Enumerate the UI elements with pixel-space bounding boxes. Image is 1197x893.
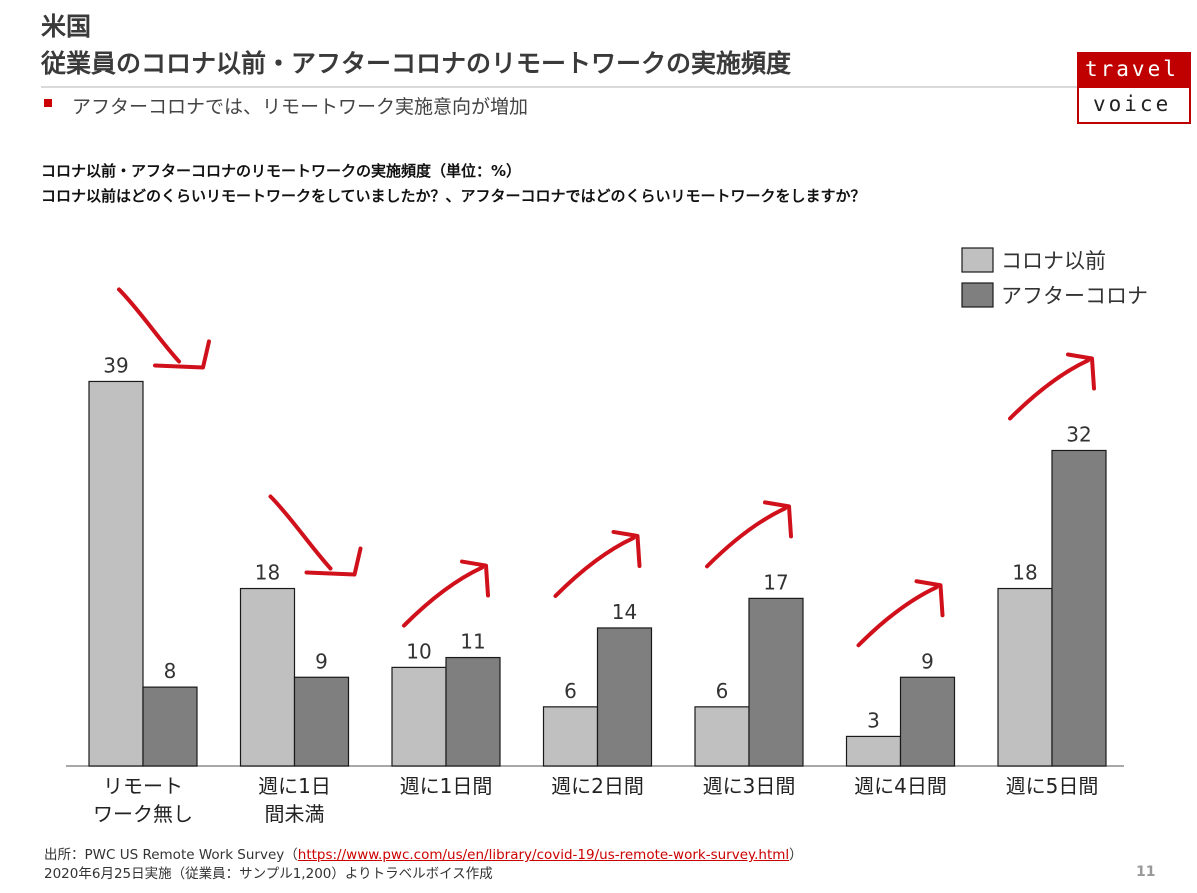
chart-title: コロナ以前・アフターコロナのリモートワークの実施頻度（単位：%） <box>41 162 522 180</box>
bar-after-0 <box>142 686 198 767</box>
data-label-before-1: 18 <box>255 561 280 585</box>
source-note: 2020年6月25日実施（従業員：サンプル1,200）よりトラベルボイス作成 <box>44 866 493 882</box>
bar-before-3 <box>542 706 599 767</box>
bar-after-4 <box>748 597 804 767</box>
trend-arrow-4 <box>705 506 787 569</box>
x-tick-label-6-0: 週に5日間 <box>1006 774 1099 798</box>
x-tick-label-5-0: 週に4日間 <box>854 774 947 798</box>
page-title: 従業員のコロナ以前・アフターコロナのリモートワークの実施頻度 <box>41 49 792 78</box>
data-label-before-5: 3 <box>867 708 880 732</box>
data-label-after-3: 14 <box>612 600 637 624</box>
data-label-before-4: 6 <box>716 679 729 703</box>
source-prefix: 出所：PWC US Remote Work Survey（ <box>44 847 298 863</box>
data-label-before-2: 10 <box>406 639 431 663</box>
bar-before-0 <box>88 380 144 767</box>
legend-swatch-1 <box>961 282 994 308</box>
chart-subtitle: コロナ以前はどのくらいリモートワークをしていましたか？、アフターコロナではどのく… <box>41 187 866 205</box>
logo-top-band <box>1079 54 1189 88</box>
bullet-text: アフターコロナでは、リモートワーク実施意向が増加 <box>72 96 529 118</box>
x-tick-label-1-1: 間未満 <box>265 802 325 826</box>
data-label-after-1: 9 <box>315 649 328 673</box>
bar-before-4 <box>694 706 750 767</box>
data-label-before-6: 18 <box>1012 561 1037 585</box>
trend-arrowhead-2 <box>460 559 490 598</box>
x-tick-label-2-0: 週に1日間 <box>400 774 493 798</box>
trend-arrow-0 <box>117 287 181 364</box>
trend-arrow-1 <box>268 494 333 571</box>
bullet-icon <box>44 99 52 107</box>
arrows-layer <box>117 287 1096 648</box>
trend-arrow-6 <box>1008 358 1090 421</box>
logo-word-voice: voice <box>1093 92 1172 116</box>
data-label-before-3: 6 <box>564 679 577 703</box>
bar-after-6 <box>1051 449 1107 767</box>
x-tick-label-1-0: 週に1日 <box>258 774 331 798</box>
trend-arrowhead-0 <box>153 339 211 370</box>
x-tick-label-3-0: 週に2日間 <box>551 774 644 798</box>
source-link[interactable]: https://www.pwc.com/us/en/library/covid-… <box>297 847 790 863</box>
bar-after-1 <box>293 676 350 767</box>
trend-arrowhead-6 <box>1066 352 1096 391</box>
data-label-after-5: 9 <box>921 649 934 673</box>
trend-arrowhead-4 <box>763 500 793 539</box>
data-label-after-2: 11 <box>460 630 485 654</box>
legend-swatch-0 <box>961 247 994 273</box>
x-tick-label-0-1: ワーク無し <box>93 802 193 826</box>
bar-after-3 <box>596 627 653 767</box>
data-label-before-0: 39 <box>103 353 128 377</box>
legend-label-1: アフターコロナ <box>1001 284 1148 308</box>
trend-arrowhead-5 <box>914 579 945 618</box>
page-title-region: 米国 <box>41 12 92 41</box>
data-label-after-6: 32 <box>1066 422 1091 446</box>
legend-label-0: コロナ以前 <box>1001 249 1106 273</box>
trend-arrowhead-1 <box>304 546 363 577</box>
logo-word-travel: travel <box>1085 57 1179 81</box>
header-divider <box>41 86 1081 88</box>
travelvoice-logo: travel voice <box>1077 52 1191 124</box>
x-tick-label-0-0: リモート <box>103 774 183 798</box>
trend-arrow-3 <box>553 535 636 598</box>
bar-after-2 <box>445 656 501 767</box>
source-suffix: ） <box>789 847 803 863</box>
trend-arrow-2 <box>402 565 484 628</box>
bar-before-2 <box>391 666 447 767</box>
logo-divider <box>1079 88 1189 91</box>
bar-before-1 <box>239 587 296 767</box>
page-number: 11 <box>1136 864 1156 880</box>
bar-before-6 <box>997 587 1053 767</box>
data-label-after-0: 8 <box>164 659 177 683</box>
trend-arrow-5 <box>856 585 939 648</box>
trend-arrowhead-3 <box>611 529 642 568</box>
bar-after-5 <box>899 676 956 767</box>
bars-layer <box>66 380 1124 767</box>
source-citation: 出所：PWC US Remote Work Survey（https://www… <box>44 843 803 863</box>
data-label-after-4: 17 <box>763 570 788 594</box>
bar-before-5 <box>845 735 902 767</box>
x-tick-label-4-0: 週に3日間 <box>703 774 796 798</box>
